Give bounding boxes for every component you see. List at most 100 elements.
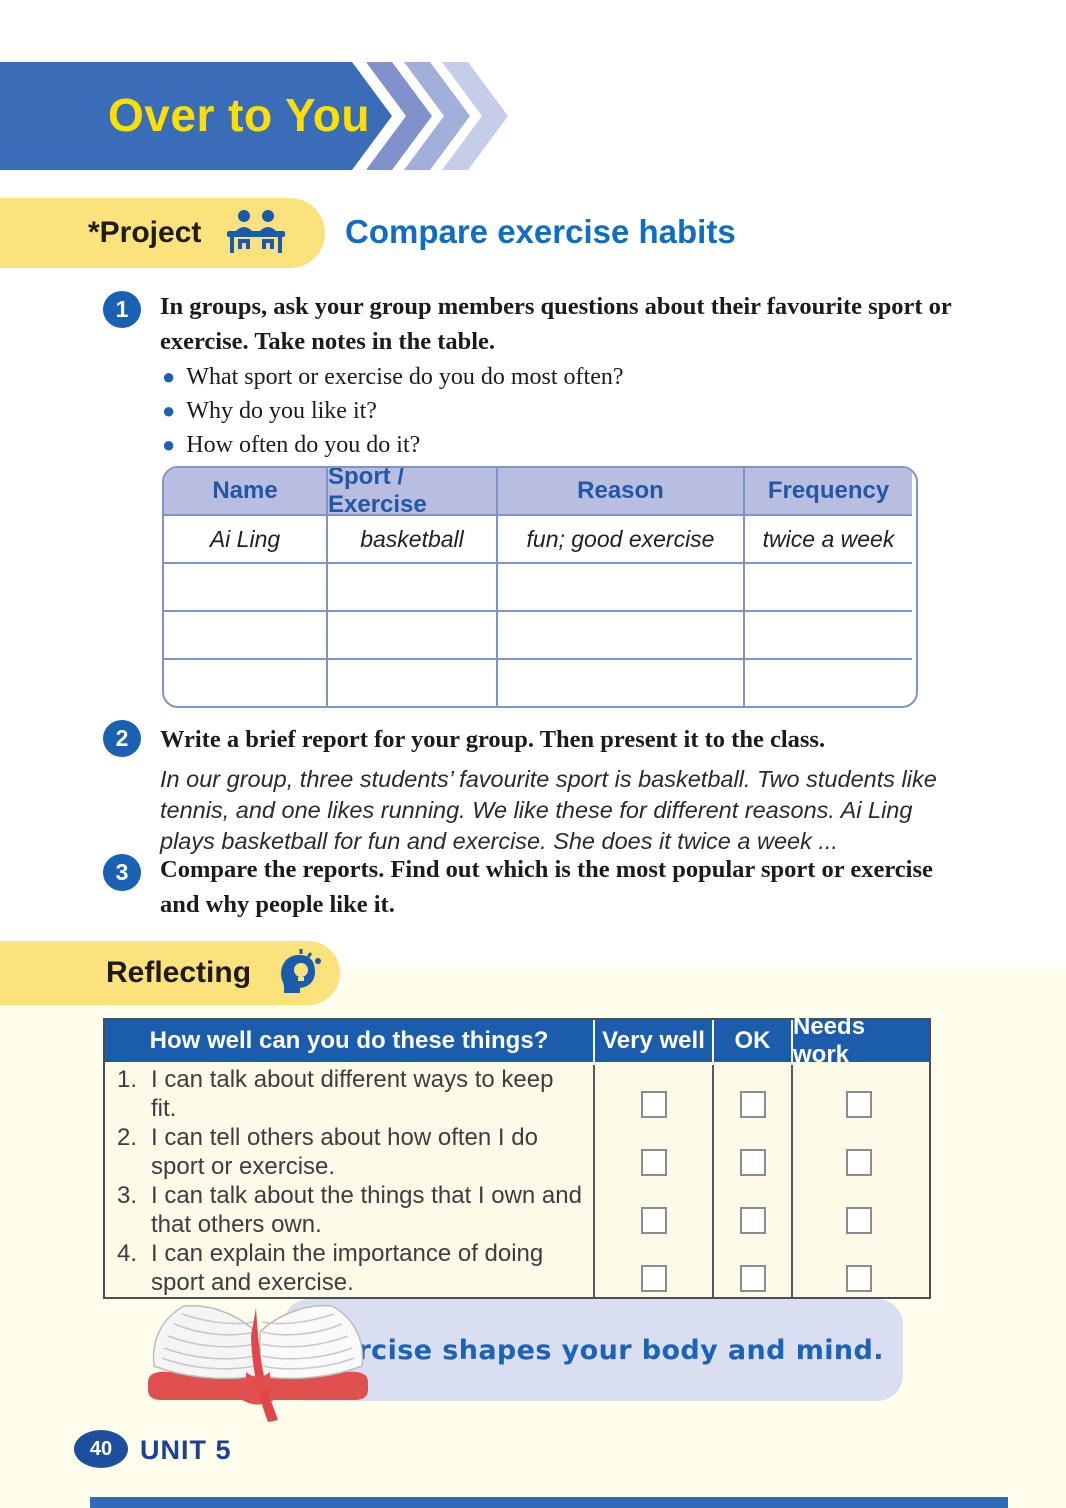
column-header: OK	[712, 1020, 791, 1062]
column-header: Frequency	[745, 468, 912, 516]
item-number: 3.	[117, 1182, 138, 1209]
list-item: ● What sport or exercise do you do most …	[162, 360, 882, 394]
checkbox[interactable]	[739, 1149, 766, 1176]
table-cell: twice a week	[745, 516, 912, 564]
table-cell: basketball	[328, 516, 498, 564]
group-discussion-icon	[227, 210, 286, 253]
step-2-number: 2	[103, 720, 141, 757]
table-cell: Ai Ling	[164, 516, 328, 564]
idea-head-icon	[281, 949, 322, 993]
assessment-item: 3. I can talk about the things that I ow…	[105, 1181, 593, 1239]
rating-cell	[712, 1239, 791, 1297]
item-number: 1.	[117, 1066, 138, 1093]
checkbox[interactable]	[846, 1207, 872, 1234]
chevron-icon	[404, 62, 470, 170]
rating-cell	[712, 1065, 791, 1123]
rating-cell	[791, 1239, 925, 1297]
checkbox[interactable]	[640, 1091, 667, 1118]
checkbox[interactable]	[640, 1207, 667, 1234]
rating-cell	[791, 1123, 925, 1181]
checkbox[interactable]	[846, 1091, 872, 1118]
open-book-icon	[148, 1304, 368, 1422]
banner: Over to You	[0, 62, 520, 170]
reflecting-pill: Reflecting	[0, 941, 340, 1005]
banner-title: Over to You	[108, 89, 370, 141]
column-header: Name	[164, 468, 328, 516]
question-text: How often do you do it?	[186, 432, 421, 458]
sample-report: In our group, three students’ favourite …	[160, 766, 937, 854]
checkbox[interactable]	[846, 1149, 872, 1176]
item-text: I can talk about different ways to keep …	[151, 1066, 554, 1122]
table-cell: fun; good exercise	[498, 516, 745, 564]
column-header: Reason	[498, 468, 745, 516]
assessment-row: 2. I can tell others about how often I d…	[105, 1123, 929, 1181]
step-2-instruction: Write a brief report for your group. The…	[160, 726, 826, 753]
rating-cell	[712, 1181, 791, 1239]
bullet-icon: ●	[162, 398, 176, 423]
item-text: I can explain the importance of doing sp…	[151, 1240, 544, 1296]
rating-cell	[791, 1181, 925, 1239]
column-header: Needs work	[791, 1013, 925, 1068]
table-cell-empty	[498, 660, 745, 706]
chevron-icon	[442, 62, 508, 170]
checkbox[interactable]	[739, 1207, 766, 1234]
table-cell-empty	[164, 564, 328, 612]
assessment-row: 4. I can explain the importance of doing…	[105, 1239, 929, 1297]
rating-cell	[791, 1065, 925, 1123]
step-1-instruction: In groups, ask your group members questi…	[160, 293, 952, 355]
assessment-item: 4. I can explain the importance of doing…	[105, 1239, 593, 1297]
quote-box: Exercise shapes your body and mind.	[283, 1299, 903, 1401]
reflecting-label: Reflecting	[106, 956, 252, 989]
self-assessment-header-row: How well can you do these things? Very w…	[105, 1013, 929, 1068]
assessment-row: 3. I can talk about the things that I ow…	[105, 1181, 929, 1239]
assessment-item: 1. I can talk about different ways to ke…	[105, 1065, 593, 1123]
checkbox[interactable]	[640, 1149, 667, 1176]
table-cell-empty	[328, 660, 498, 706]
column-header: How well can you do these things?	[149, 1027, 549, 1054]
item-number: 4.	[117, 1240, 138, 1267]
table-cell-empty	[328, 564, 498, 612]
unit-label: UNIT 5	[140, 1435, 232, 1465]
step-1-number: 1	[103, 291, 141, 328]
column-header: Very well	[593, 1020, 712, 1062]
rating-cell	[593, 1123, 712, 1181]
quote-text: Exercise shapes your body and mind.	[302, 1334, 884, 1366]
checkbox[interactable]	[739, 1265, 766, 1292]
rating-cell	[712, 1123, 791, 1181]
checkbox[interactable]	[739, 1091, 766, 1118]
page-number-badge: 40	[74, 1430, 128, 1468]
table-cell-empty	[164, 660, 328, 706]
assessment-item: 2. I can tell others about how often I d…	[105, 1123, 593, 1181]
assessment-row: 1. I can talk about different ways to ke…	[105, 1065, 929, 1123]
item-number: 2.	[117, 1124, 138, 1151]
rating-cell	[593, 1065, 712, 1123]
table-cell-empty	[498, 612, 745, 660]
item-text: I can tell others about how often I do s…	[151, 1124, 538, 1180]
project-label: *Project	[88, 216, 202, 249]
list-item: ● How often do you do it?	[162, 428, 882, 462]
item-text: I can talk about the things that I own a…	[151, 1182, 582, 1238]
question-list: ● What sport or exercise do you do most …	[162, 360, 882, 462]
rating-cell	[593, 1239, 712, 1297]
list-item: ● Why do you like it?	[162, 394, 882, 428]
project-pill: *Project	[0, 198, 325, 268]
table-cell-empty	[745, 564, 912, 612]
step-3-number: 3	[103, 854, 141, 891]
question-text: What sport or exercise do you do most of…	[186, 364, 624, 390]
checkbox[interactable]	[640, 1265, 667, 1292]
question-text: Why do you like it?	[186, 398, 377, 424]
table-cell-empty	[745, 612, 912, 660]
table-cell-empty	[498, 564, 745, 612]
step-3-instruction: Compare the reports. Find out which is t…	[160, 856, 933, 918]
column-header: Sport / Exercise	[328, 468, 498, 518]
table-cell-empty	[745, 660, 912, 706]
self-assessment-table: How well can you do these things? Very w…	[103, 1013, 931, 1299]
notes-table: Name Sport / Exercise Reason Frequency A…	[162, 466, 918, 708]
bullet-icon: ●	[162, 432, 176, 457]
bottom-decoration-bar	[90, 1497, 1008, 1508]
checkbox[interactable]	[846, 1265, 872, 1292]
table-cell-empty	[164, 612, 328, 660]
project-title: Compare exercise habits	[345, 213, 736, 250]
bullet-icon: ●	[162, 364, 176, 389]
